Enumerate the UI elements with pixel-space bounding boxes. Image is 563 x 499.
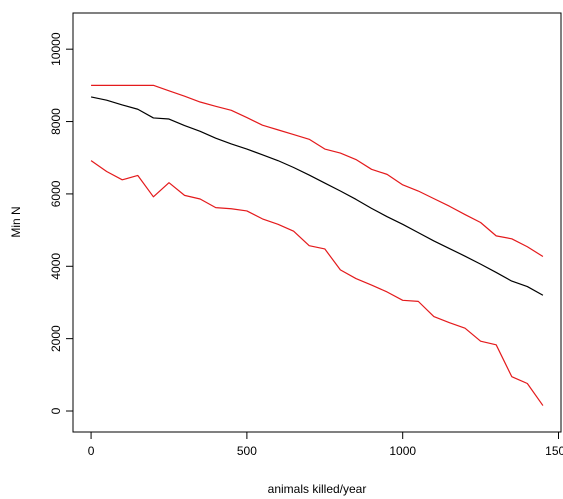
series-layer — [90, 84, 544, 406]
y-tick-label: 0 — [49, 407, 63, 414]
y-axis-title: Min N — [9, 206, 23, 237]
plot-frame — [72, 12, 562, 433]
y-tick-label: 6000 — [49, 180, 63, 207]
y-tick-label: 8000 — [49, 108, 63, 135]
x-tick-label: 500 — [237, 444, 257, 458]
x-axis-title: animals killed/year — [268, 482, 367, 496]
x-tick-label: 1000 — [389, 444, 416, 458]
x-tick-label: 0 — [88, 444, 95, 458]
y-tick-label: 4000 — [49, 253, 63, 280]
median-line — [90, 96, 544, 296]
y-tick-label: 2000 — [49, 325, 63, 352]
y-tick-label: 10000 — [49, 32, 63, 66]
lower-bound-line — [90, 160, 544, 406]
upper-bound-line — [91, 84, 544, 258]
y-axis: 0 2000 4000 6000 8000 10000 — [49, 32, 74, 414]
